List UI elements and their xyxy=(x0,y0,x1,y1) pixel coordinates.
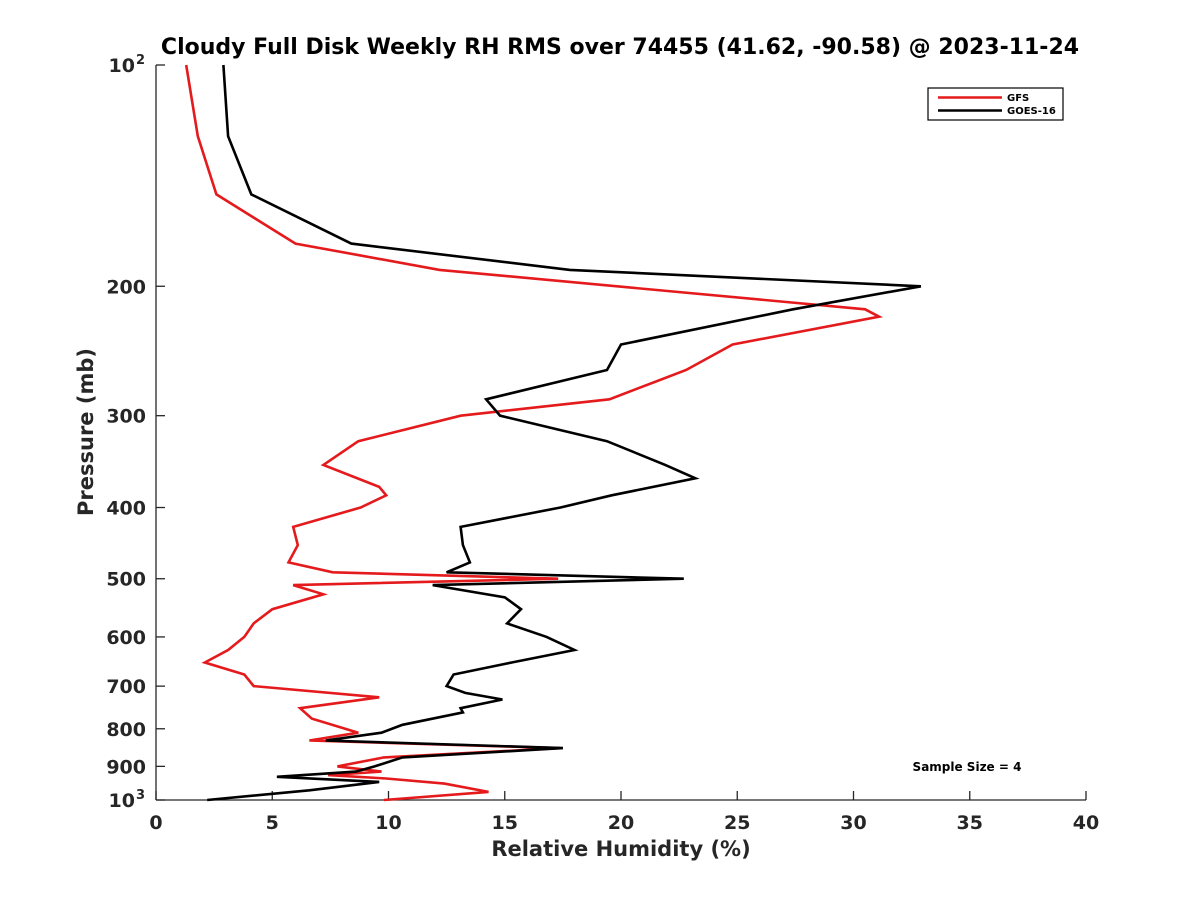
y-tick-label: 700 xyxy=(106,676,146,698)
x-tick-label: 15 xyxy=(492,812,518,834)
x-tick-label: 10 xyxy=(375,812,401,834)
y-tick-label: 400 xyxy=(106,498,146,520)
y-tick-label: 200 xyxy=(106,276,146,298)
chart-title: Cloudy Full Disk Weekly RH RMS over 7445… xyxy=(161,35,1079,60)
x-tick-label: 5 xyxy=(266,812,279,834)
y-tick-label: 300 xyxy=(106,406,146,428)
series-layer xyxy=(184,64,922,802)
legend: GFS GOES-16 xyxy=(927,87,1064,121)
y-tick-label: 10 xyxy=(109,790,135,812)
x-tick-label: 0 xyxy=(149,812,162,834)
y-tick-label: 500 xyxy=(106,569,146,591)
y-tick-label: 800 xyxy=(106,719,146,741)
y-tick-label: 900 xyxy=(106,756,146,778)
x-tick-label: 20 xyxy=(608,812,634,834)
legend-label-gfs: GFS xyxy=(1007,93,1029,104)
x-tick-label: 40 xyxy=(1073,812,1099,834)
y-tick-exponent: 3 xyxy=(136,788,145,803)
x-tick-label: 30 xyxy=(840,812,866,834)
legend-box xyxy=(927,87,1064,121)
y-tick-label: 600 xyxy=(106,627,146,649)
x-tick-label: 35 xyxy=(957,812,983,834)
y-tick-label: 10 xyxy=(109,55,135,77)
series-line-goes16 xyxy=(207,64,922,802)
legend-label-goes16: GOES-16 xyxy=(1007,106,1056,117)
y-axis-label: Pressure (mb) xyxy=(74,348,98,516)
sample-size-annotation: Sample Size = 4 xyxy=(913,760,1022,774)
y-tick-exponent: 2 xyxy=(136,53,145,68)
x-axis-ticks: 0 5 10 15 20 25 30 35 40 xyxy=(149,791,1099,834)
x-axis-label: Relative Humidity (%) xyxy=(491,837,750,861)
x-tick-label: 25 xyxy=(724,812,750,834)
